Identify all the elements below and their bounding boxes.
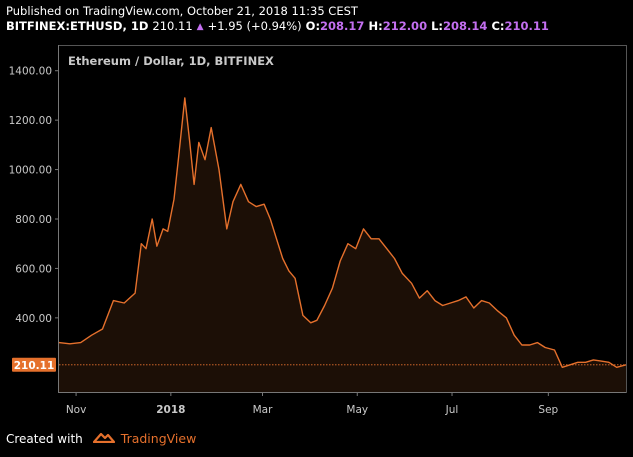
x-axis-ticks: Nov 2018 Mar May Jul Sep — [66, 392, 559, 416]
low-value: 208.14 — [443, 19, 488, 33]
y-tick-label: 1400.00 — [9, 66, 52, 78]
close-label: C: — [491, 19, 505, 33]
tradingview-brand-link[interactable]: TradingView — [120, 431, 197, 446]
close-value: 210.11 — [504, 19, 549, 33]
last-price-badge-label: 210.11 — [14, 360, 55, 372]
y-axis-ticks: 400.00 600.00 800.00 1000.00 1200.00 1400.00 — [9, 66, 59, 325]
symbol-info-row: BITFINEX:ETHUSD, 1D 210.11 ▲ +1.95 (+0.9… — [6, 19, 549, 36]
y-tick-label: 1200.00 — [9, 115, 52, 127]
y-tick-label: 400.00 — [15, 313, 52, 325]
tradingview-logo-icon[interactable] — [92, 431, 115, 446]
high-value: 212.00 — [382, 19, 428, 33]
price-change: +1.95 (+0.94%) — [207, 19, 302, 33]
published-line: Published on TradingView.com, October 21… — [6, 4, 358, 18]
x-tick-label: Sep — [538, 404, 558, 416]
y-tick-label: 1000.00 — [9, 165, 52, 177]
price-line — [58, 97, 627, 368]
open-value: 208.17 — [320, 19, 365, 33]
x-tick-label: Mar — [253, 404, 273, 416]
last-price: 210.11 — [152, 19, 193, 33]
last-price-badge — [12, 357, 56, 372]
created-with-label: Created with — [6, 431, 83, 446]
chart-header: Published on TradingView.com, October 21… — [6, 4, 549, 36]
symbol-label: BITFINEX:ETHUSD, 1D — [6, 19, 149, 33]
low-label: L: — [431, 19, 444, 33]
y-tick-label: 600.00 — [15, 263, 52, 275]
open-label: O: — [305, 19, 321, 33]
footer: Created with TradingView — [6, 431, 196, 446]
x-tick-label: May — [346, 404, 368, 416]
chart-title: Ethereum / Dollar, 1D, BITFINEX — [68, 54, 274, 68]
x-tick-label: Jul — [445, 404, 459, 416]
x-tick-label: Nov — [66, 404, 87, 416]
up-triangle-icon: ▲ — [196, 22, 204, 32]
x-tick-label: 2018 — [156, 404, 185, 416]
y-tick-label: 800.00 — [15, 214, 52, 226]
high-label: H: — [368, 19, 383, 33]
price-area — [59, 97, 626, 393]
